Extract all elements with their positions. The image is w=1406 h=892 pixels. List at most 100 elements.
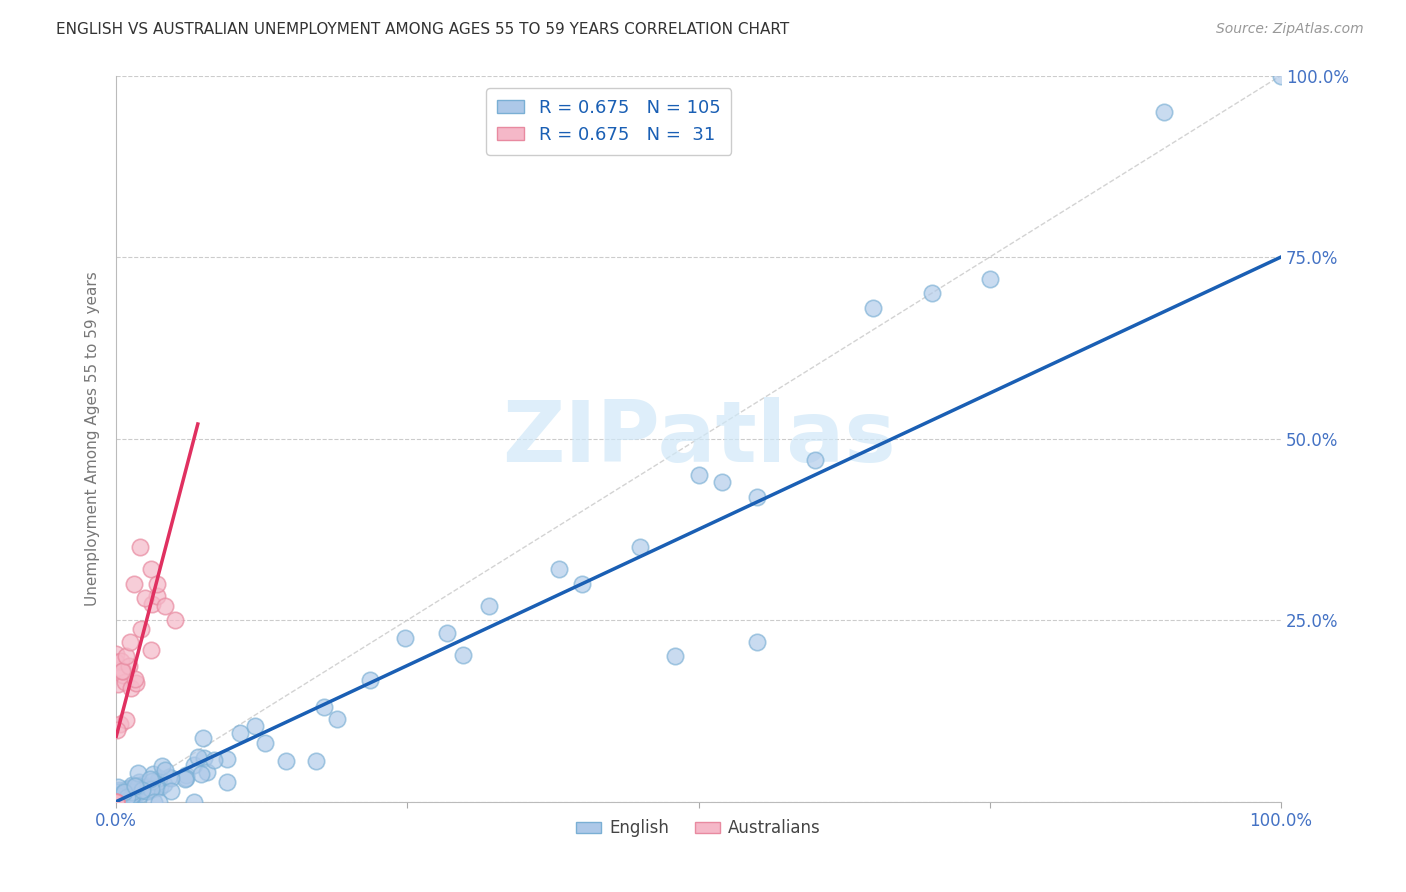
Text: ZIPatlas: ZIPatlas [502, 397, 896, 480]
Point [664, 649, 686, 664]
Point [132, 777, 155, 791]
Text: ENGLISH VS AUSTRALIAN UNEMPLOYMENT AMONG AGES 55 TO 59 YEARS CORRELATION CHART: ENGLISH VS AUSTRALIAN UNEMPLOYMENT AMONG… [56, 22, 790, 37]
Point [359, 673, 381, 688]
Point [117, 782, 139, 797]
Point [122, 787, 145, 801]
Point [114, 675, 136, 690]
Point [105, 795, 128, 809]
Point [121, 788, 143, 802]
Point [129, 787, 152, 801]
Point [394, 632, 416, 646]
Point [146, 589, 169, 603]
Point [122, 779, 145, 793]
Point [710, 475, 733, 489]
Point [105, 788, 128, 802]
Point [312, 699, 335, 714]
Point [118, 785, 141, 799]
Point [108, 789, 131, 804]
Point [111, 668, 134, 682]
Point [128, 775, 150, 789]
Point [122, 780, 145, 795]
Point [979, 272, 1001, 286]
Point [202, 753, 225, 767]
Point [115, 789, 138, 804]
Point [157, 771, 180, 785]
Point [131, 783, 153, 797]
Point [121, 784, 143, 798]
Point [148, 795, 170, 809]
Point [148, 772, 170, 786]
Point [245, 719, 267, 733]
Point [1270, 69, 1292, 83]
Point [326, 712, 349, 726]
Point [160, 771, 183, 785]
Point [155, 764, 177, 778]
Point [105, 655, 128, 669]
Point [125, 676, 148, 690]
Point [253, 736, 276, 750]
Point [105, 795, 128, 809]
Point [141, 643, 163, 657]
Point [129, 622, 152, 636]
Point [114, 789, 136, 803]
Point [138, 783, 160, 797]
Point [120, 681, 142, 696]
Point [127, 779, 149, 793]
Point [112, 785, 135, 799]
Text: Source: ZipAtlas.com: Source: ZipAtlas.com [1216, 22, 1364, 37]
Point [112, 792, 135, 806]
Point [128, 541, 150, 555]
Point [111, 664, 134, 678]
Point [118, 785, 141, 799]
Point [183, 795, 205, 809]
Point [146, 576, 169, 591]
Point [183, 757, 205, 772]
Point [190, 767, 212, 781]
Point [217, 775, 239, 789]
Point [163, 613, 186, 627]
Point [453, 648, 475, 662]
Point [118, 659, 141, 673]
Point [142, 795, 165, 809]
Point [107, 677, 129, 691]
Point [229, 726, 252, 740]
Point [804, 453, 827, 467]
Point [571, 576, 593, 591]
Point [745, 490, 768, 504]
Point [160, 784, 183, 798]
Point [121, 779, 143, 793]
Point [127, 766, 149, 780]
Point [142, 779, 165, 793]
Point [141, 597, 163, 611]
Y-axis label: Unemployment Among Ages 55 to 59 years: Unemployment Among Ages 55 to 59 years [86, 271, 100, 606]
Point [111, 665, 134, 679]
Point [124, 672, 146, 686]
Point [195, 765, 218, 780]
Point [862, 301, 884, 315]
Point [145, 781, 167, 796]
Point [139, 781, 162, 796]
Point [127, 779, 149, 793]
Point [149, 780, 172, 794]
Point [136, 780, 159, 795]
Point [122, 576, 145, 591]
Point [138, 783, 160, 797]
Point [114, 789, 136, 804]
Point [153, 599, 176, 613]
Point [107, 791, 129, 805]
Point [193, 751, 215, 765]
Point [124, 779, 146, 793]
Point [141, 562, 163, 576]
Point [115, 782, 138, 797]
Point [134, 591, 156, 606]
Point [107, 783, 129, 797]
Point [110, 789, 132, 804]
Point [138, 772, 160, 786]
Point [110, 654, 132, 668]
Point [191, 731, 214, 746]
Point [478, 599, 501, 613]
Point [107, 780, 129, 794]
Point [111, 787, 134, 801]
Point [305, 754, 328, 768]
Point [105, 795, 128, 809]
